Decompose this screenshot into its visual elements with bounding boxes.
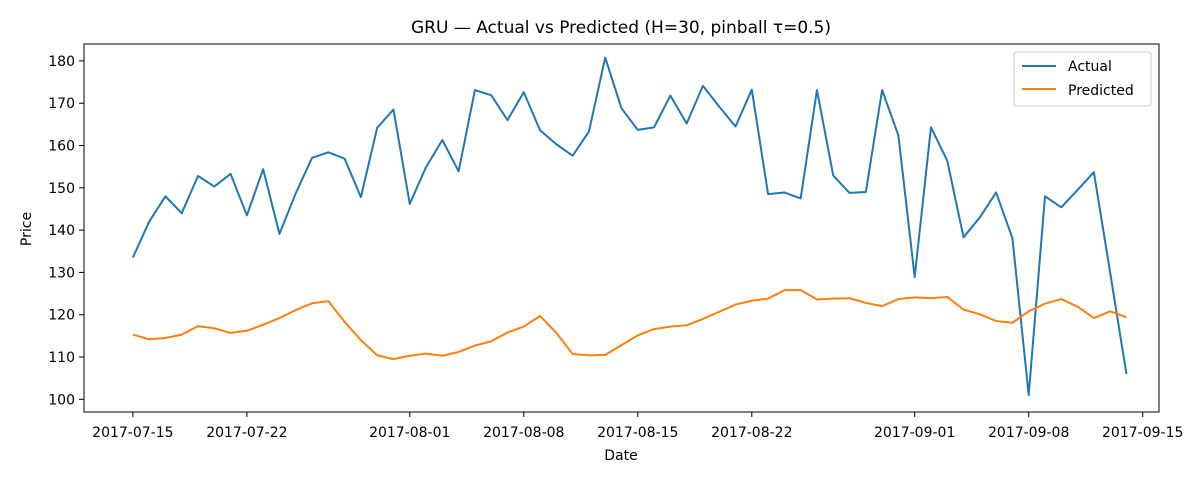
series-line-actual	[131, 56, 1128, 397]
y-tick-label: 170	[48, 96, 75, 112]
plot-area	[84, 44, 1159, 412]
series-layer	[131, 56, 1128, 397]
y-tick-label: 180	[48, 54, 75, 70]
y-tick-label: 130	[48, 265, 75, 281]
y-tick-label: 150	[48, 181, 75, 197]
y-tick-label: 120	[48, 308, 75, 324]
chart-title: GRU — Actual vs Predicted (H=30, pinball…	[411, 18, 831, 38]
y-tick-label: 140	[48, 223, 75, 239]
legend-label-actual: Actual	[1068, 59, 1112, 75]
series-line-predicted	[132, 289, 1127, 361]
legend: Actual Predicted	[1013, 51, 1152, 107]
x-axis-label: Date	[604, 448, 637, 464]
legend-label-predicted: Predicted	[1068, 83, 1134, 99]
x-tick-label: 2017-09-15	[1102, 425, 1183, 441]
x-tick-label: 2017-08-08	[483, 425, 564, 441]
x-tick-label: 2017-07-22	[206, 425, 287, 441]
x-tick-label: 2017-08-22	[711, 425, 792, 441]
x-axis: 2017-07-15 2017-07-22 2017-08-01 2017-08-08…	[92, 412, 1183, 441]
y-axis: 100 110 120 130 140 150 160 170 180	[48, 54, 84, 408]
x-tick-label: 2017-09-08	[988, 425, 1069, 441]
plot-frame	[83, 43, 1160, 413]
y-axis-label: Price	[19, 212, 35, 246]
y-tick-label: 110	[48, 350, 75, 366]
x-tick-label: 2017-09-01	[874, 425, 955, 441]
y-tick-label: 100	[48, 392, 75, 408]
y-tick-label: 160	[48, 139, 75, 155]
x-tick-label: 2017-08-15	[597, 425, 678, 441]
x-tick-label: 2017-07-15	[92, 425, 173, 441]
x-tick-label: 2017-08-01	[369, 425, 450, 441]
